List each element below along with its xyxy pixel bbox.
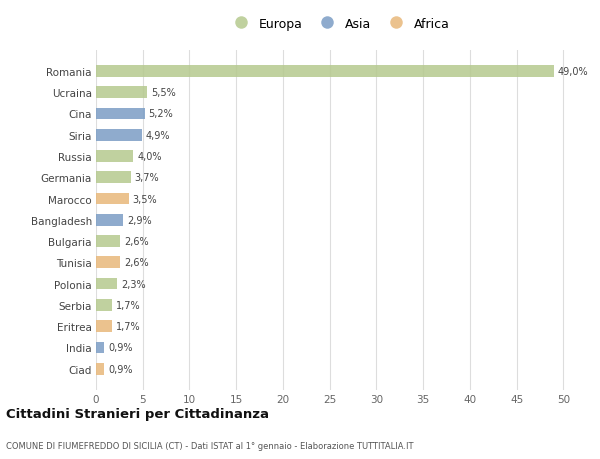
Text: 0,9%: 0,9% xyxy=(108,343,133,353)
Bar xyxy=(96,236,120,247)
Text: 0,9%: 0,9% xyxy=(108,364,133,374)
Text: 2,9%: 2,9% xyxy=(127,215,151,225)
Text: 4,0%: 4,0% xyxy=(137,151,161,162)
Bar xyxy=(96,172,131,184)
Bar xyxy=(96,363,104,375)
Bar xyxy=(96,320,112,332)
Bar xyxy=(96,299,112,311)
Bar xyxy=(96,342,104,353)
Text: 3,5%: 3,5% xyxy=(133,194,157,204)
Bar xyxy=(96,108,145,120)
Text: 1,7%: 1,7% xyxy=(116,300,140,310)
Text: 2,6%: 2,6% xyxy=(124,236,149,246)
Bar xyxy=(96,151,133,162)
Text: 1,7%: 1,7% xyxy=(116,321,140,331)
Bar xyxy=(96,214,123,226)
Legend: Europa, Asia, Africa: Europa, Asia, Africa xyxy=(223,12,455,35)
Bar xyxy=(96,66,554,78)
Text: 5,5%: 5,5% xyxy=(151,88,176,98)
Bar xyxy=(96,193,129,205)
Text: COMUNE DI FIUMEFREDDO DI SICILIA (CT) - Dati ISTAT al 1° gennaio - Elaborazione : COMUNE DI FIUMEFREDDO DI SICILIA (CT) - … xyxy=(6,441,413,450)
Text: Cittadini Stranieri per Cittadinanza: Cittadini Stranieri per Cittadinanza xyxy=(6,407,269,420)
Bar xyxy=(96,257,120,269)
Text: 2,3%: 2,3% xyxy=(121,279,146,289)
Text: 5,2%: 5,2% xyxy=(148,109,173,119)
Text: 49,0%: 49,0% xyxy=(558,67,589,77)
Bar xyxy=(96,278,118,290)
Bar xyxy=(96,129,142,141)
Bar xyxy=(96,87,148,99)
Text: 2,6%: 2,6% xyxy=(124,258,149,268)
Text: 4,9%: 4,9% xyxy=(146,130,170,140)
Text: 3,7%: 3,7% xyxy=(134,173,159,183)
